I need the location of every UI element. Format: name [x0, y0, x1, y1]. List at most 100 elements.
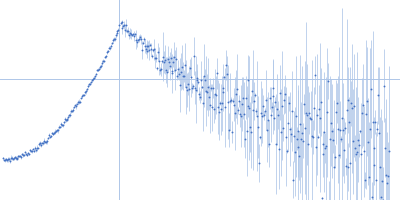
- Point: [190, 54, 197, 58]
- Point: [254, 114, 260, 118]
- Point: [330, 139, 336, 142]
- Point: [47, 135, 53, 138]
- Point: [43, 141, 49, 144]
- Point: [348, 102, 354, 105]
- Point: [91, 76, 97, 79]
- Point: [354, 150, 360, 154]
- Point: [138, 38, 144, 41]
- Point: [85, 85, 91, 88]
- Point: [147, 43, 154, 46]
- Point: [34, 146, 40, 149]
- Point: [104, 50, 110, 54]
- Point: [113, 32, 120, 35]
- Point: [386, 149, 392, 153]
- Point: [126, 34, 132, 37]
- Point: [195, 81, 202, 84]
- Point: [41, 140, 47, 143]
- Point: [129, 33, 135, 36]
- Point: [237, 112, 243, 115]
- Point: [276, 148, 282, 151]
- Point: [79, 94, 85, 98]
- Point: [245, 79, 252, 82]
- Point: [32, 146, 38, 149]
- Point: [197, 95, 204, 98]
- Point: [42, 140, 48, 144]
- Point: [35, 146, 41, 149]
- Point: [144, 49, 151, 52]
- Point: [363, 113, 369, 116]
- Point: [6, 159, 13, 163]
- Point: [36, 143, 42, 146]
- Point: [100, 59, 107, 63]
- Point: [155, 51, 161, 54]
- Point: [296, 154, 303, 157]
- Point: [288, 132, 294, 136]
- Point: [224, 72, 230, 75]
- Point: [0, 159, 7, 162]
- Point: [19, 152, 26, 155]
- Point: [133, 38, 139, 41]
- Point: [199, 85, 206, 89]
- Point: [132, 32, 138, 36]
- Point: [284, 150, 290, 153]
- Point: [209, 106, 215, 109]
- Point: [218, 102, 225, 105]
- Point: [204, 90, 210, 93]
- Point: [203, 90, 209, 93]
- Point: [312, 146, 319, 149]
- Point: [200, 102, 206, 105]
- Point: [375, 94, 382, 97]
- Point: [93, 72, 99, 76]
- Point: [60, 121, 67, 124]
- Point: [46, 134, 52, 137]
- Point: [292, 115, 299, 118]
- Point: [253, 110, 259, 113]
- Point: [45, 137, 51, 140]
- Point: [371, 164, 378, 167]
- Point: [182, 64, 188, 67]
- Point: [94, 68, 100, 71]
- Point: [366, 176, 372, 179]
- Point: [198, 79, 204, 82]
- Point: [87, 82, 93, 85]
- Point: [346, 120, 353, 124]
- Point: [288, 110, 295, 113]
- Point: [219, 90, 226, 93]
- Point: [353, 152, 359, 156]
- Point: [95, 68, 101, 71]
- Point: [307, 116, 313, 120]
- Point: [100, 59, 106, 62]
- Point: [228, 98, 234, 101]
- Point: [277, 91, 284, 94]
- Point: [342, 126, 348, 129]
- Point: [11, 156, 18, 159]
- Point: [187, 66, 193, 69]
- Point: [318, 101, 324, 104]
- Point: [266, 96, 273, 99]
- Point: [37, 142, 43, 145]
- Point: [382, 146, 388, 149]
- Point: [334, 101, 340, 104]
- Point: [273, 143, 280, 146]
- Point: [298, 138, 304, 141]
- Point: [157, 69, 163, 72]
- Point: [16, 155, 23, 158]
- Point: [106, 46, 112, 49]
- Point: [180, 75, 186, 78]
- Point: [44, 140, 50, 143]
- Point: [48, 131, 55, 134]
- Point: [259, 114, 265, 117]
- Point: [58, 123, 64, 126]
- Point: [186, 87, 192, 90]
- Point: [173, 57, 180, 60]
- Point: [82, 91, 88, 94]
- Point: [75, 100, 82, 104]
- Point: [377, 166, 384, 169]
- Point: [170, 60, 177, 63]
- Point: [231, 103, 237, 106]
- Point: [232, 112, 238, 115]
- Point: [168, 72, 175, 75]
- Point: [13, 156, 20, 159]
- Point: [202, 79, 208, 82]
- Point: [159, 60, 165, 63]
